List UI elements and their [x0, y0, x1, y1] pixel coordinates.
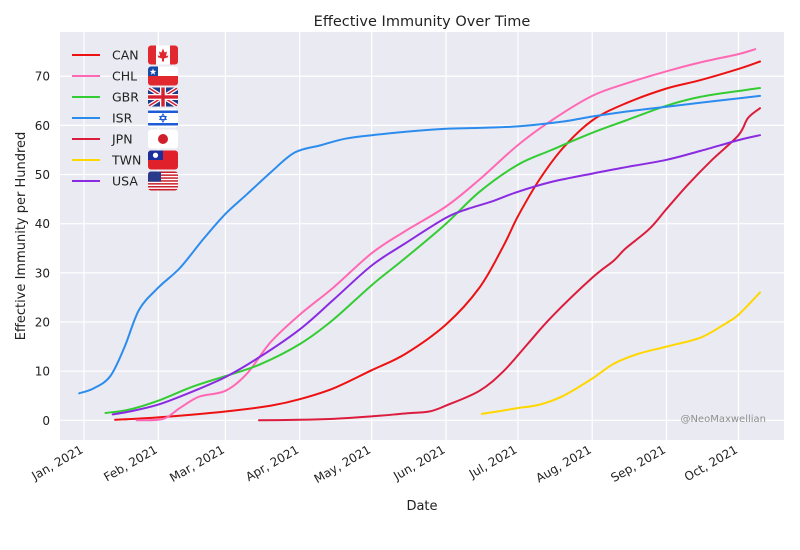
x-axis-label: Date	[406, 499, 437, 514]
series-lines	[78, 48, 761, 422]
x-tick-label: Jan, 2021	[29, 442, 86, 483]
y-tick-label: 0	[42, 414, 50, 428]
flag-taiwan-icon	[148, 150, 178, 170]
chart-title: Effective Immunity Over Time	[314, 14, 531, 30]
x-tick-label: Sep, 2021	[608, 442, 668, 485]
legend-label: JPN	[111, 132, 133, 147]
x-tick-label: Oct, 2021	[682, 442, 740, 484]
series-line-usa	[111, 134, 761, 416]
series-line-jpn	[258, 107, 761, 422]
legend-label: GBR	[112, 90, 139, 105]
series-line-isr	[78, 94, 761, 395]
flag-israel-icon	[148, 108, 178, 128]
x-tick-labels: Jan, 2021 Feb, 2021 Mar, 2021 Apr, 2021 May,…	[29, 442, 740, 486]
x-tick-label: Jun, 2021	[390, 442, 447, 483]
watermark: @NeoMaxwellian	[680, 414, 766, 425]
y-tick-label: 30	[35, 266, 50, 280]
y-tick-label: 20	[35, 316, 50, 330]
legend-label: TWN	[111, 153, 141, 168]
flag-uk-icon	[148, 87, 178, 107]
y-tick-label: 70	[35, 70, 50, 84]
legend-label: CHL	[112, 69, 137, 84]
flag-usa-icon	[148, 171, 178, 191]
plot-background	[60, 32, 784, 440]
y-tick-labels: 0 10 20 30 40 50 60 70	[35, 70, 50, 428]
series-line-chl	[135, 48, 757, 422]
x-tick-label: Mar, 2021	[167, 442, 227, 485]
y-axis-label: Effective Immunity per Hundred	[14, 132, 29, 341]
y-tick-label: 10	[35, 365, 50, 379]
x-tick-label: Apr, 2021	[243, 442, 301, 484]
x-tick-label: May, 2021	[312, 442, 374, 486]
x-tick-label: Aug, 2021	[533, 442, 593, 485]
y-tick-label: 50	[35, 168, 50, 182]
x-tick-label: Feb, 2021	[101, 442, 159, 484]
legend: CAN CHL GBR ISR JPN TWN USA	[72, 45, 178, 191]
grid	[60, 32, 784, 440]
flag-japan-icon	[148, 129, 178, 149]
flag-chile-icon	[148, 66, 178, 86]
x-tick-label: Jul, 2021	[466, 442, 519, 481]
flag-canada-icon	[148, 45, 178, 65]
legend-label: ISR	[112, 111, 133, 126]
legend-label: CAN	[112, 48, 139, 63]
series-line-twn	[480, 291, 761, 415]
y-tick-label: 60	[35, 119, 50, 133]
y-tick-label: 40	[35, 217, 50, 231]
legend-label: USA	[112, 174, 138, 189]
series-line-can	[114, 60, 761, 421]
